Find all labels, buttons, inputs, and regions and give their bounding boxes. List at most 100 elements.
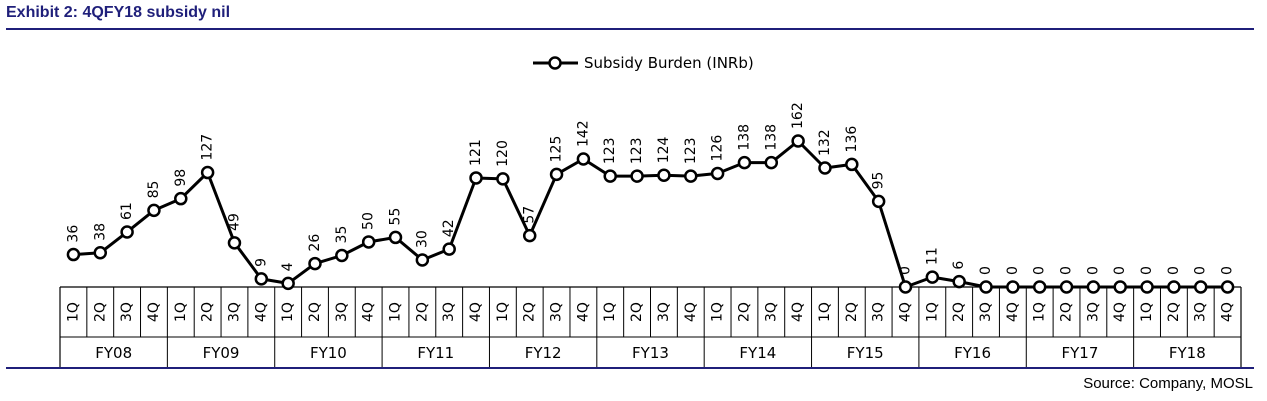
year-tick-label: FY12 [525, 344, 562, 362]
data-point-marker [1193, 280, 1208, 294]
data-point-marker [308, 256, 322, 271]
data-label: 0 [897, 266, 913, 275]
data-label: 42 [441, 219, 457, 237]
quarter-tick-label: 4Q [146, 302, 162, 322]
data-label-layer: 36 38 61 85 98 127 49 9 4 26 35 50 55 30 42 121 120 57 125… [65, 102, 1235, 275]
quarter-tick-label: 2Q [951, 302, 967, 322]
data-point-marker [1086, 280, 1101, 294]
quarter-tick-label: 3Q [226, 302, 242, 322]
data-point-marker [281, 276, 295, 291]
quarter-tick-label: 3Q [119, 302, 135, 322]
data-point-marker [684, 169, 698, 183]
quarter-tick-label: 3Q [871, 302, 887, 322]
quarter-tick-label: 4Q [790, 302, 806, 322]
data-label: 125 [549, 136, 565, 163]
quarter-tick-label: 3Q [978, 302, 994, 322]
quarter-tick-label: 3Q [549, 302, 565, 322]
data-label: 9 [253, 258, 269, 267]
data-label: 0 [978, 266, 994, 275]
year-tick-label: FY13 [632, 344, 669, 362]
data-point-marker [174, 191, 188, 206]
quarter-tick-label: 1Q [65, 302, 81, 322]
quarter-tick-label: 1Q [1032, 302, 1048, 322]
source-note: Source: Company, MOSL [1083, 375, 1253, 392]
data-label: 142 [575, 120, 591, 147]
year-tick-label: FY09 [203, 344, 240, 362]
data-label: 124 [656, 136, 672, 163]
chart-legend: Subsidy Burden (INRb) [533, 54, 754, 72]
data-point-marker [710, 166, 725, 181]
quarter-tick-label: 4Q [683, 302, 699, 322]
data-point-marker [1140, 280, 1154, 294]
quarter-tick-label: 2Q [1166, 302, 1182, 322]
year-tick-label: FY11 [417, 344, 454, 362]
data-point-marker [576, 152, 591, 166]
data-point-marker [335, 248, 349, 263]
quarter-tick-label: 3Q [1085, 302, 1101, 322]
data-point-marker [66, 247, 81, 262]
quarter-tick-label: 1Q [924, 302, 940, 322]
data-point-marker [845, 157, 859, 172]
data-point-marker [442, 242, 456, 256]
data-label: 0 [1005, 266, 1021, 275]
data-point-marker [254, 272, 269, 286]
data-label: 30 [414, 230, 430, 248]
category-axis-table: 1Q 2Q 3Q 4Q 1Q 2Q 3Q 4Q 1Q 2Q 3Q 4Q 1Q 2Q 3Q 4Q 1Q 2Q 3Q 4Q… [59, 286, 1242, 367]
data-point-marker [361, 235, 376, 249]
quarter-tick-label: 4Q [897, 302, 913, 322]
data-label: 0 [1112, 266, 1128, 275]
data-label: 61 [119, 202, 135, 220]
data-point-marker [522, 228, 537, 243]
data-point-marker [549, 167, 564, 182]
data-label: 0 [1032, 266, 1048, 275]
data-label: 49 [226, 213, 242, 231]
data-point-marker [227, 236, 242, 250]
year-tick-label: FY16 [954, 344, 991, 362]
data-label: 36 [65, 225, 81, 243]
quarter-tick-label: 3Q [763, 302, 779, 322]
data-label: 26 [307, 234, 323, 252]
data-label: 126 [710, 135, 726, 162]
year-tick-label: FY15 [847, 344, 884, 362]
data-label: 123 [629, 137, 645, 164]
data-point-marker [469, 171, 483, 185]
quarter-tick-label: 1Q [1139, 302, 1155, 322]
data-point-marker [388, 230, 403, 245]
year-tick-label: FY08 [95, 344, 132, 362]
year-tick-label: FY18 [1169, 344, 1206, 362]
data-point-marker [120, 225, 134, 239]
data-point-marker [791, 134, 805, 148]
data-point-marker [415, 253, 430, 267]
data-point-marker [925, 270, 940, 284]
year-tick-label: FY17 [1062, 344, 1099, 362]
data-label: 4 [280, 262, 296, 271]
data-label: 162 [790, 102, 806, 129]
quarter-tick-label: 4Q [253, 302, 269, 322]
exhibit-title: Exhibit 2: 4QFY18 subsidy nil [6, 4, 231, 21]
data-label: 57 [522, 206, 538, 224]
data-label: 136 [844, 126, 860, 153]
data-label: 95 [871, 172, 887, 190]
quarter-tick-label: 2Q [629, 302, 645, 322]
data-point-marker [1113, 280, 1127, 294]
data-point-marker [200, 165, 215, 180]
quarter-tick-label: 2Q [414, 302, 430, 322]
data-label: 0 [1139, 266, 1155, 275]
data-label: 138 [736, 124, 752, 151]
legend-marker [548, 56, 562, 70]
quarter-tick-label: 2Q [92, 302, 108, 322]
data-label: 50 [361, 212, 377, 230]
data-label: 11 [924, 247, 940, 265]
quarter-tick-label: 4Q [1112, 302, 1128, 322]
data-label: 121 [468, 139, 484, 166]
data-label: 55 [388, 208, 404, 226]
data-label: 127 [200, 134, 216, 161]
data-label: 138 [763, 124, 779, 151]
year-tick-label: FY10 [310, 344, 347, 362]
data-label: 0 [1059, 266, 1075, 275]
data-point-marker [1032, 280, 1047, 294]
quarter-tick-label: 4Q [468, 302, 484, 322]
data-point-marker [1167, 280, 1181, 294]
quarter-tick-label: 1Q [388, 302, 404, 322]
data-label: 132 [817, 129, 833, 156]
